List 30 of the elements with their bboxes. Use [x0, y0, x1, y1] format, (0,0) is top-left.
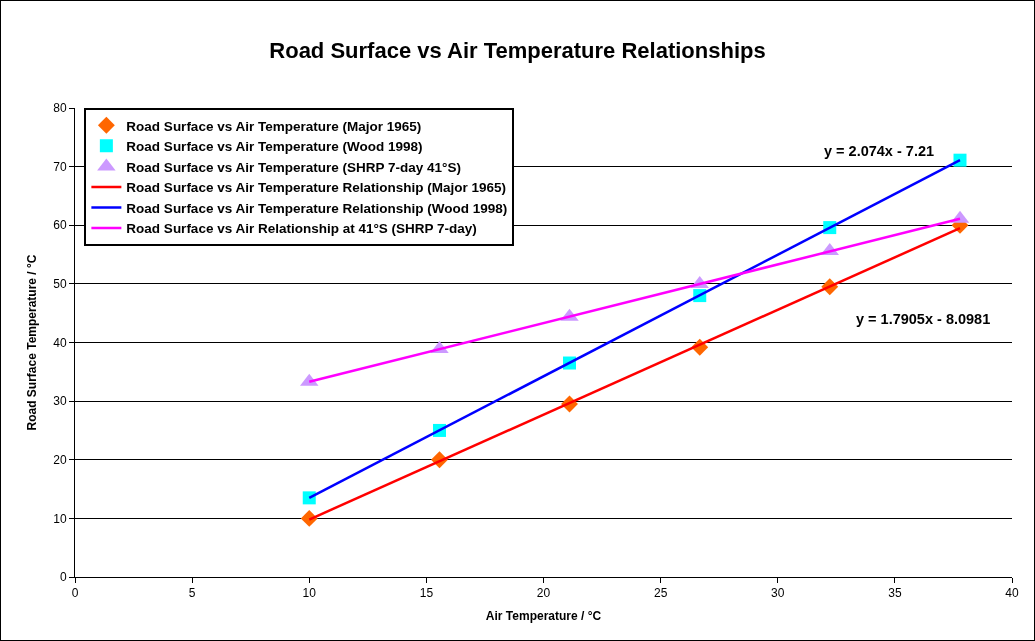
x-tick-label: 0	[71, 586, 79, 601]
legend-label: Road Surface vs Air Relationship at 41°S (SHRP 7-day)	[126, 221, 477, 237]
x-tick-label: 15	[419, 586, 434, 601]
x-tick-label: 20	[536, 586, 551, 601]
x-tick-label: 35	[888, 586, 902, 601]
y-tick-label: 10	[53, 511, 67, 526]
legend-label: Road Surface vs Air Temperature Relationship (Wood 1998)	[126, 200, 508, 216]
y-tick-label: 30	[53, 394, 67, 409]
legend-label: Road Surface vs Air Temperature (SHRP 7-day 41°S)	[126, 159, 461, 175]
y-tick-label: 70	[53, 159, 67, 174]
legend-label: Road Surface vs Air Temperature (Wood 1998)	[126, 139, 423, 155]
chart-title: Road Surface vs Air Temperature Relationships	[269, 37, 766, 63]
x-tick-label: 10	[302, 586, 317, 601]
legend-label: Road Surface vs Air Temperature Relationship (Major 1965)	[126, 180, 506, 196]
annotation: y = 2.074x - 7.21	[824, 143, 935, 159]
y-tick-label: 60	[53, 218, 67, 233]
y-tick-label: 40	[53, 335, 67, 350]
y-axis-title: Road Surface Temperature / °C	[24, 254, 39, 431]
y-tick-label: 50	[53, 277, 67, 292]
point	[953, 153, 967, 167]
y-tick-label: 20	[53, 452, 67, 467]
annotation: y = 1.7905x - 8.0981	[856, 311, 991, 327]
legend-label: Road Surface vs Air Temperature (Major 1965)	[126, 118, 422, 134]
x-tick-label: 5	[188, 586, 196, 601]
x-axis-title: Air Temperature / °C	[485, 609, 602, 624]
y-tick-label: 0	[59, 570, 67, 585]
y-tick-label: 80	[53, 101, 67, 116]
x-tick-label: 40	[1005, 586, 1019, 601]
x-tick-label: 30	[771, 586, 785, 601]
x-tick-label: 25	[653, 586, 668, 601]
